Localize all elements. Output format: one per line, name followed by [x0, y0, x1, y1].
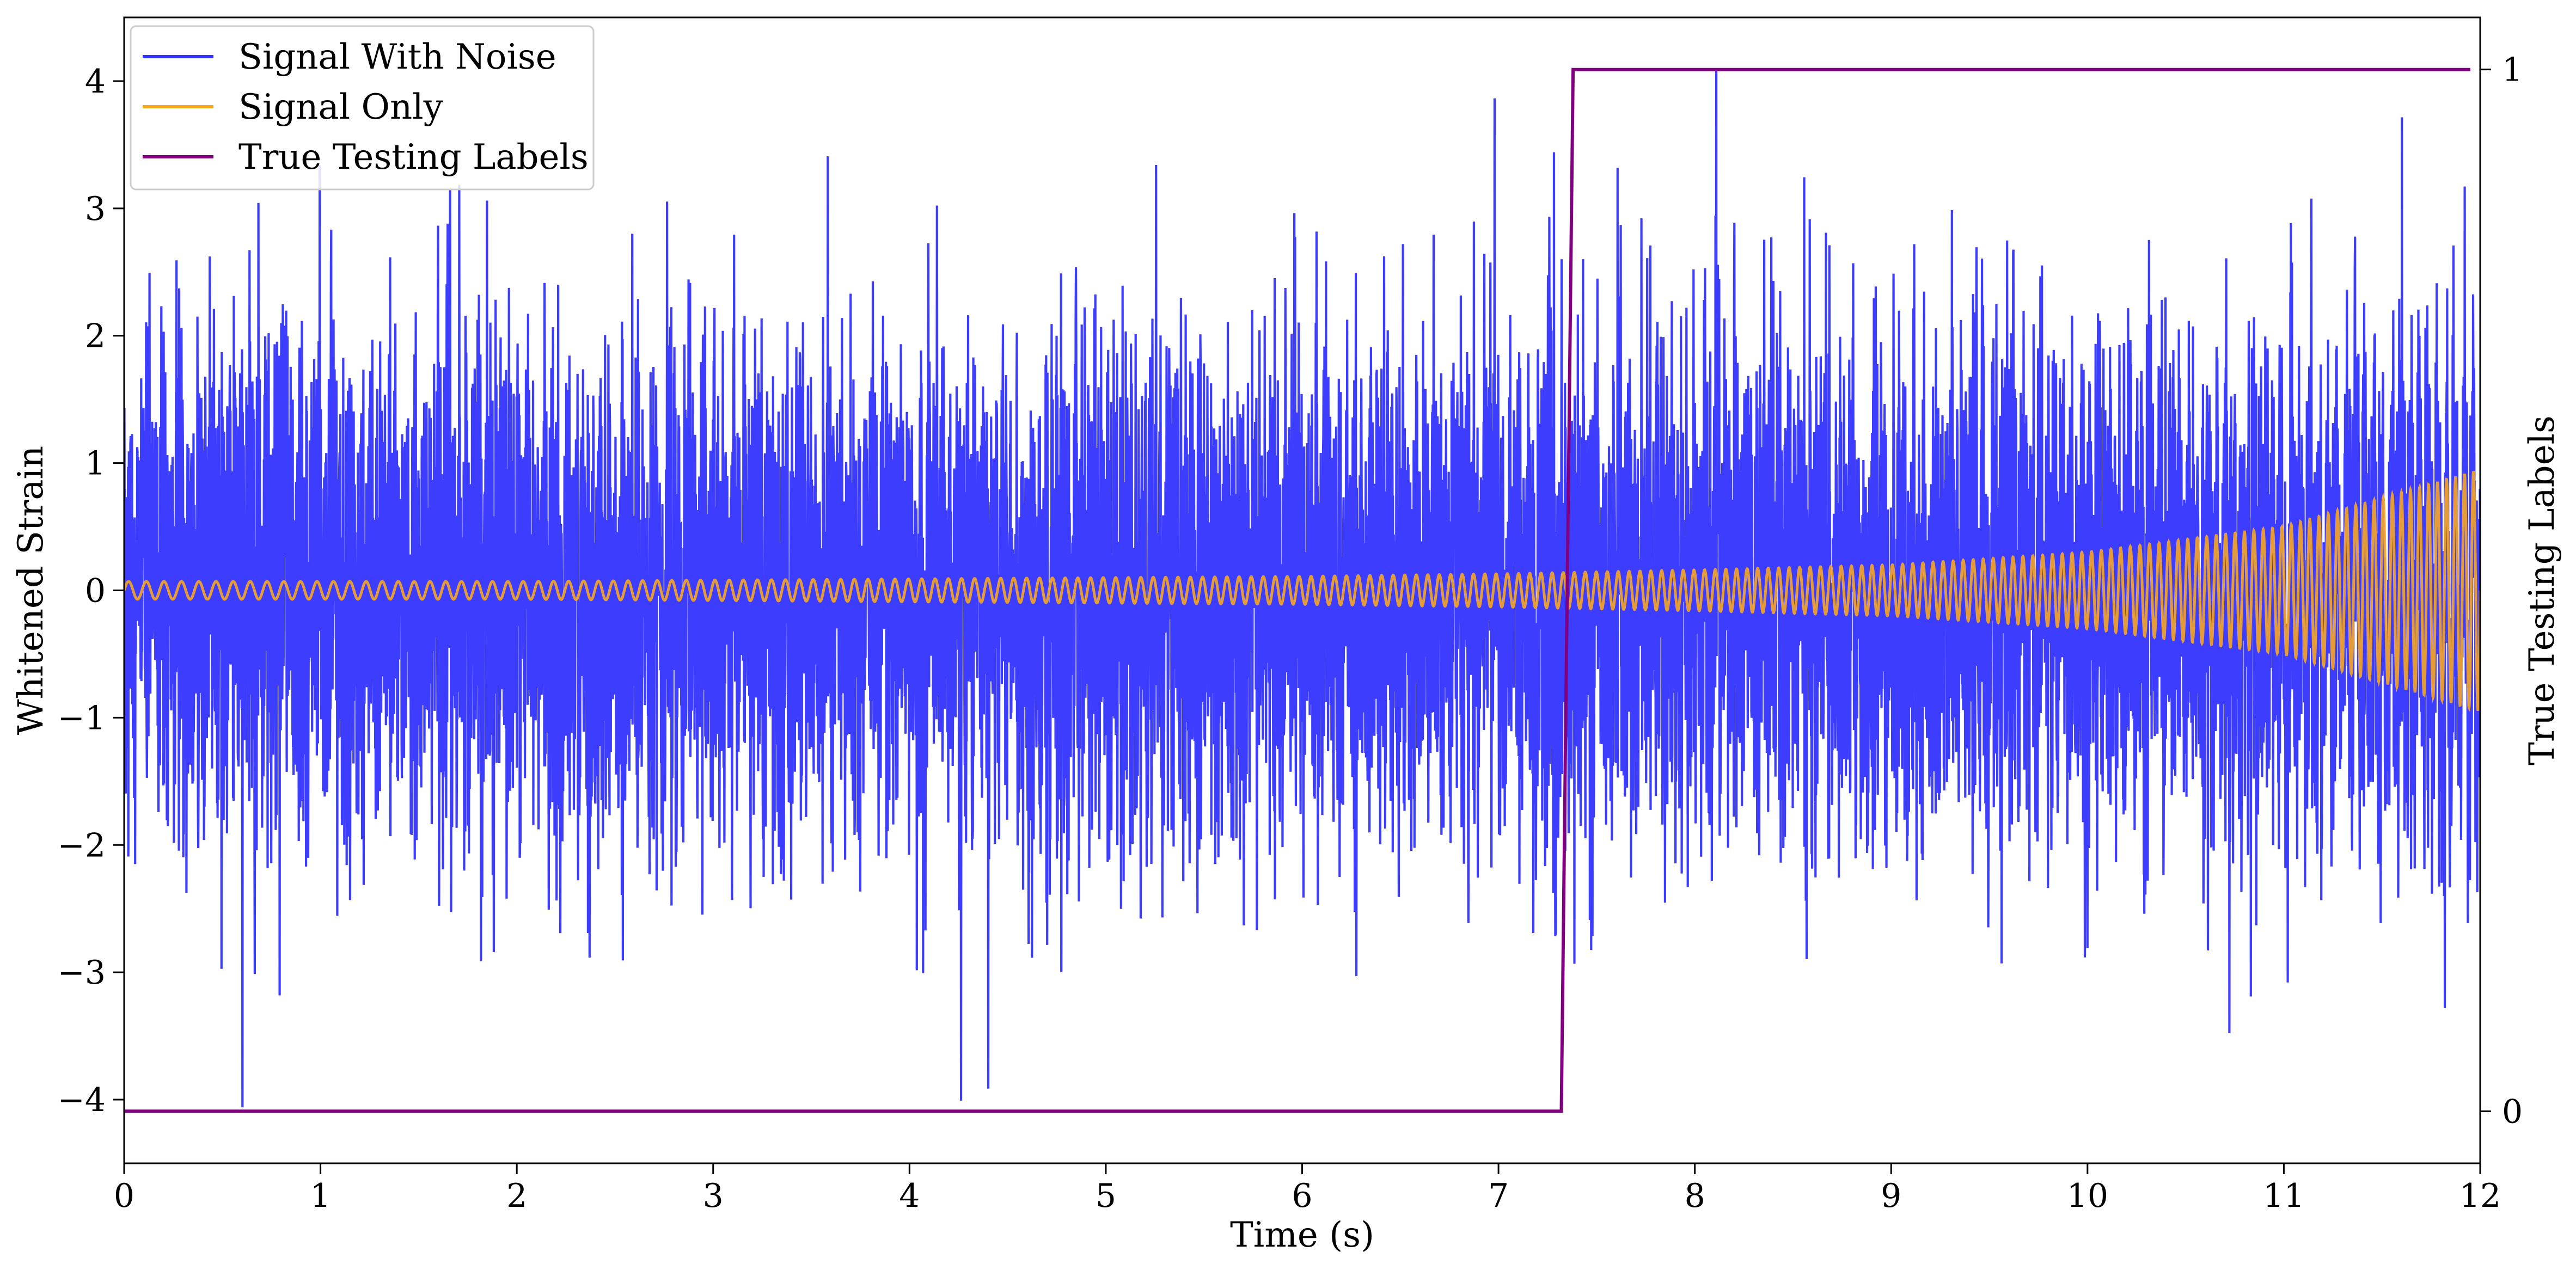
legend-box — [130, 25, 595, 191]
x-tick-label: 9 — [1881, 1177, 1901, 1215]
legend: Signal With Noise Signal Only True Testing… — [130, 25, 595, 191]
x-tick-label: 1 — [310, 1177, 331, 1215]
x-tick-label: 11 — [2263, 1177, 2304, 1215]
y2-axis-label: True Testing Labels — [2522, 415, 2562, 765]
x-tick-label: 6 — [1292, 1177, 1312, 1215]
series-line-signal-only — [124, 471, 2480, 713]
y-tick-label: 3 — [85, 190, 106, 228]
legend-label: True Testing Labels — [238, 137, 589, 177]
y-tick-label: 2 — [85, 317, 106, 355]
x-tick-label: 3 — [703, 1177, 724, 1215]
x-tick-label: 2 — [506, 1177, 527, 1215]
y-tick-label: −3 — [58, 954, 106, 992]
y2-tick-label: 0 — [2502, 1093, 2523, 1131]
y-tick-label: −4 — [58, 1081, 106, 1119]
x-tick-label: 7 — [1488, 1177, 1509, 1215]
y-tick-label: 1 — [85, 445, 106, 483]
legend-label: Signal With Noise — [238, 37, 556, 77]
x-tick-label: 8 — [1685, 1177, 1705, 1215]
y-tick-label: 0 — [85, 572, 106, 610]
plot-area — [124, 68, 2480, 1113]
y-tick-label: 4 — [85, 63, 106, 101]
x-tick-label: 10 — [2067, 1177, 2108, 1215]
x-tick-label: 12 — [2459, 1177, 2501, 1215]
x-axis-label: Time (s) — [1230, 1215, 1374, 1255]
series-line-signal-with-noise — [124, 70, 2480, 1108]
legend-label: Signal Only — [238, 87, 443, 127]
y2-tick-label: 1 — [2502, 51, 2523, 89]
y-axis-label: Whitened Strain — [11, 446, 51, 735]
x-tick-label: 5 — [1096, 1177, 1116, 1215]
series-line-true-testing-labels — [124, 68, 2470, 1113]
x-tick-label: 0 — [114, 1177, 134, 1215]
x-tick-label: 4 — [899, 1177, 920, 1215]
y-tick-label: −2 — [58, 826, 106, 864]
y-tick-label: −1 — [58, 699, 106, 737]
